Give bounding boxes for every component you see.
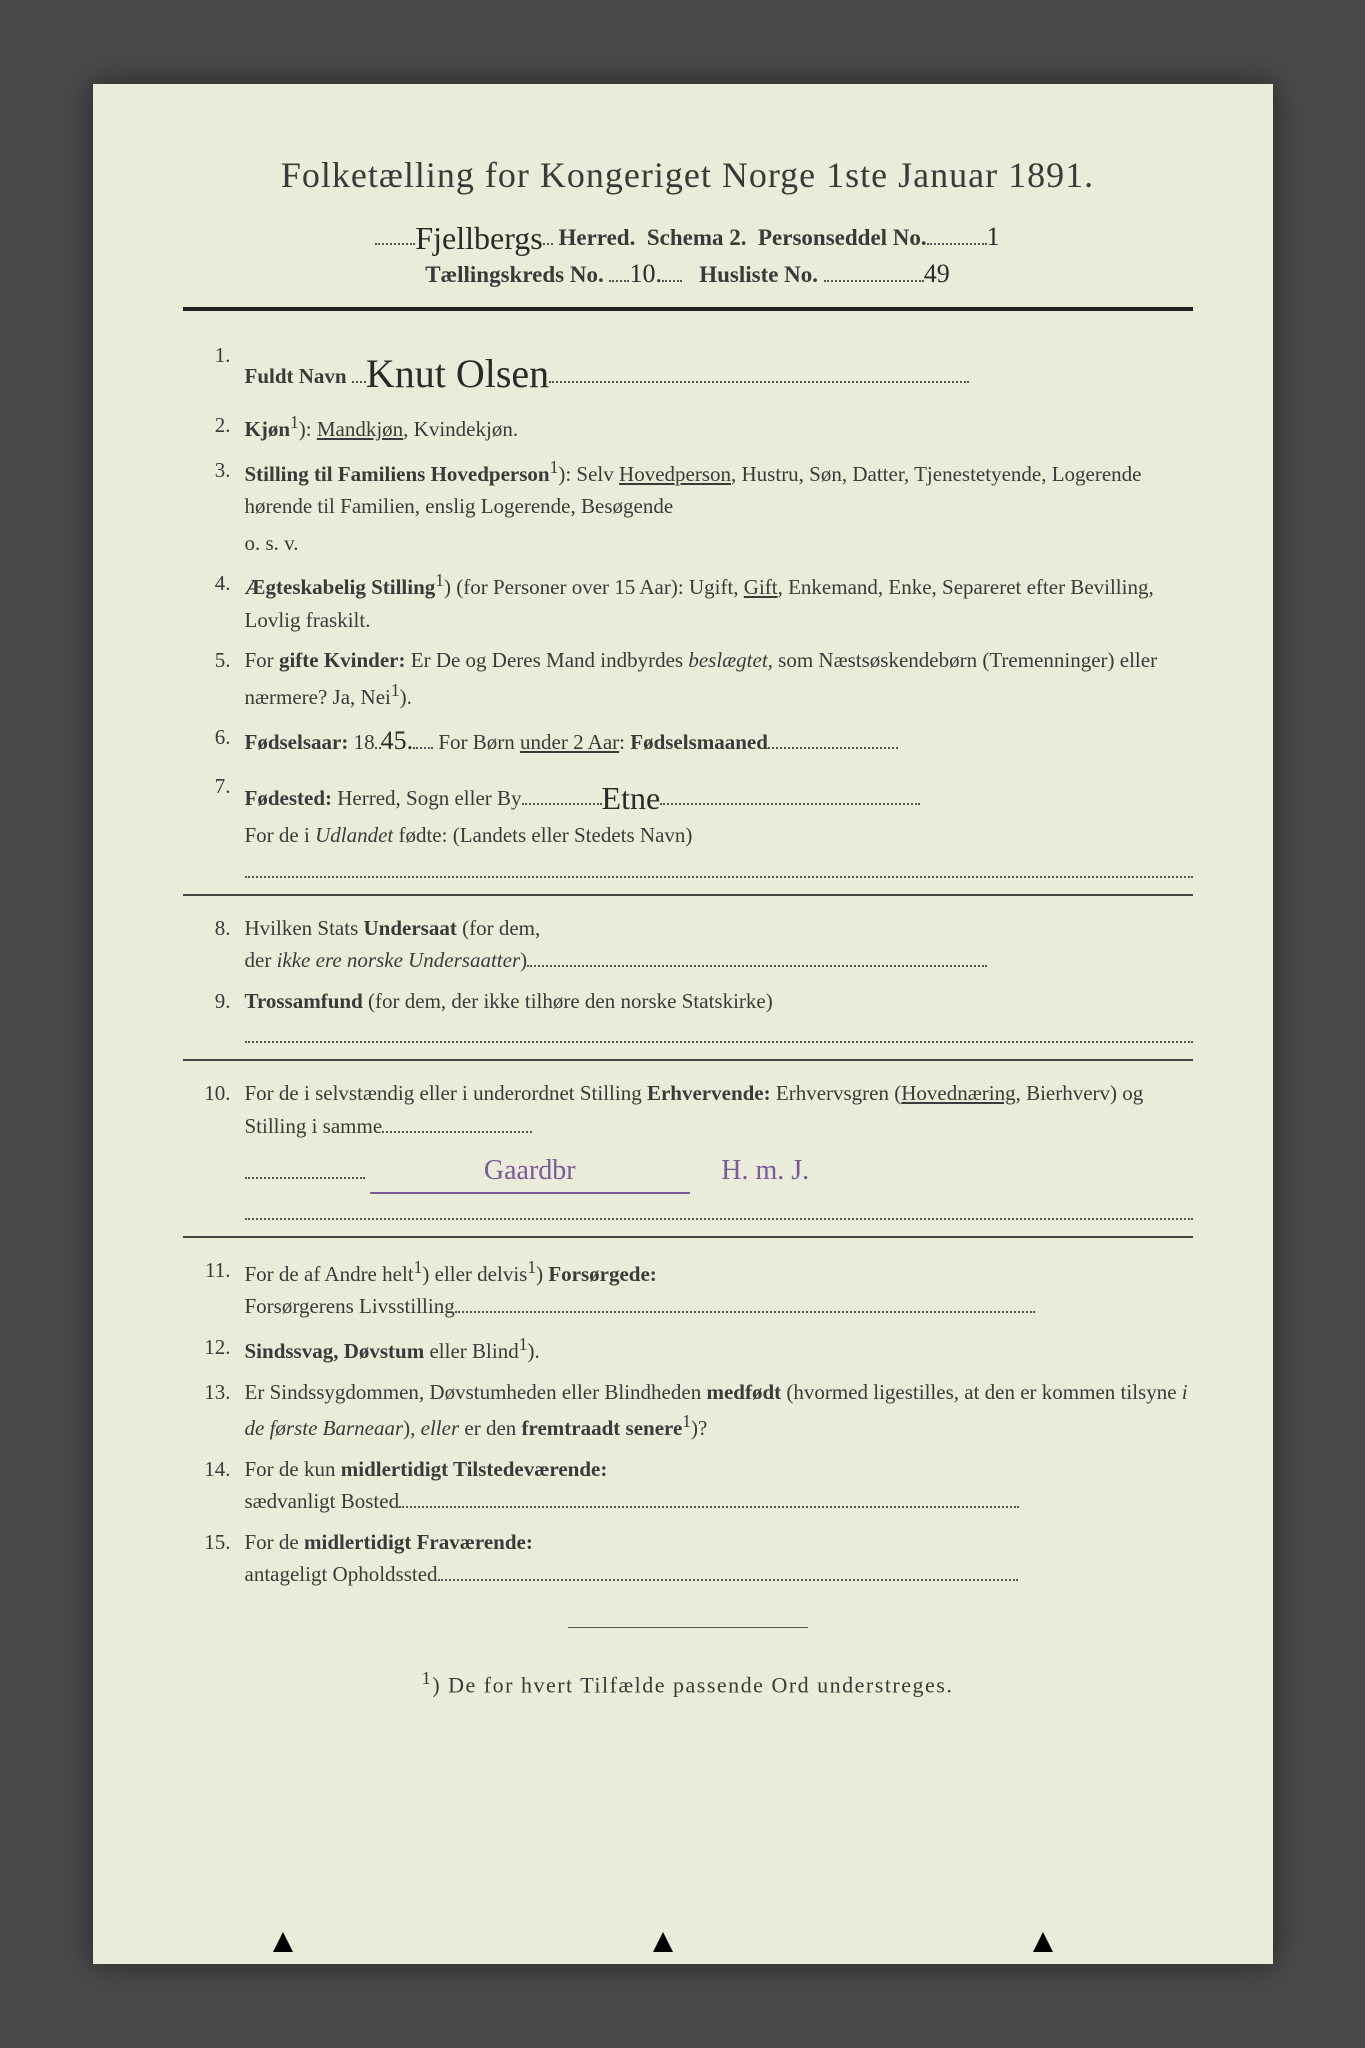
separator-1 [183,894,1193,896]
q6-label2: Fødselsmaaned [630,730,768,754]
footnote-rule [568,1627,808,1628]
q7-label: Fødested: [245,786,333,810]
q7-blank [245,856,1193,878]
q2-label: Kjøn [245,417,291,441]
q3-label: Stilling til Familiens Hovedperson [245,462,550,486]
footnote: 1) De for hvert Tilfælde passende Ord un… [183,1668,1193,1698]
header-line-2: Tællingskreds No. 10. Husliste No. 49 [183,259,1193,289]
q2-selected: Mandkjøn [317,417,403,441]
q9-blank [245,1021,1193,1043]
q3-osv: o. s. v. [245,527,1193,560]
q13-bold-a: medfødt [706,1380,781,1404]
item-12: 12. Sindssvag, Døvstum eller Blind1). [183,1331,1193,1368]
q10-bold: Erhvervende: [647,1081,771,1105]
separator-3 [183,1236,1193,1238]
item-2: 2. Kjøn1): Mandkjøn, Kvindekjøn. [183,409,1193,446]
item-14: 14. For de kun midlertidigt Tilstedevære… [183,1453,1193,1518]
form-title: Folketælling for Kongeriget Norge 1ste J… [183,154,1193,196]
separator-2 [183,1059,1193,1061]
item-11: 11. For de af Andre helt1) eller delvis1… [183,1254,1193,1323]
q6-year: 45. [381,726,414,755]
q15-bold: midlertidigt Fraværende: [304,1530,533,1554]
item-1: 1. Fuldt Navn Knut Olsen [183,339,1193,401]
husliste-no: 49 [924,259,950,288]
q6-label: Fødselsaar: [245,730,349,754]
q10-annotation: H. m. J. [721,1155,809,1186]
item-13: 13. Er Sindssygdommen, Døvstumheden elle… [183,1376,1193,1445]
q4-label: Ægteskabelig Stilling [245,575,436,599]
herred-label: Herred. [558,225,635,250]
q1-name-value: Knut Olsen [366,343,549,405]
item-10: 10. For de i selvstændig eller i underor… [183,1077,1193,1219]
kreds-no: 10. [629,259,662,288]
q7-birthplace: Etne [602,774,661,824]
q13-bold-b: fremtraadt senere [522,1416,683,1440]
q1-label: Fuldt Navn [245,364,347,388]
tack-right [1033,1932,1053,1952]
item-7: 7. Fødested: Herred, Sogn eller ByEtne F… [183,770,1193,878]
q10-occupation: Gaardbr [370,1149,690,1194]
q3-selected: Hovedperson [619,462,731,486]
census-form-paper: Folketælling for Kongeriget Norge 1ste J… [93,84,1273,1964]
header-rule [183,307,1193,311]
item-9: 9. Trossamfund (for dem, der ikke tilhør… [183,985,1193,1044]
item-15: 15. For de midlertidigt Fraværende: anta… [183,1526,1193,1591]
item-4: 4. Ægteskabelig Stilling1) (for Personer… [183,567,1193,636]
person-label: Personseddel No. [758,225,927,250]
header-line-1: Fjellbergs Herred. Schema 2. Personsedde… [183,216,1193,253]
kreds-label: Tællingskreds No. [425,262,604,287]
item-6: 6. Fødselsaar: 1845. For Børn under 2 Aa… [183,721,1193,761]
tack-left [273,1932,293,1952]
q12-bold: Sindssvag, Døvstum [245,1339,425,1363]
q14-bold: midlertidigt Tilstedeværende: [341,1457,608,1481]
tack-mid [653,1932,673,1952]
q8-bold: Undersaat [364,916,457,940]
item-3: 3. Stilling til Familiens Hovedperson1):… [183,454,1193,560]
person-no: 1 [987,222,1000,251]
q11-bold: Forsørgede: [548,1262,656,1286]
q4-selected: Gift [744,575,778,599]
q5-bold: gifte Kvinder: [279,648,406,672]
husliste-label: Husliste No. [699,262,818,287]
herred-value: Fjellbergs [415,220,542,257]
item-5: 5. For gifte Kvinder: Er De og Deres Man… [183,644,1193,713]
schema-label: Schema 2. [647,225,747,250]
item-8: 8. Hvilken Stats Undersaat (for dem, der… [183,912,1193,977]
q9-bold: Trossamfund [245,989,363,1013]
q10-blank [245,1198,1193,1220]
